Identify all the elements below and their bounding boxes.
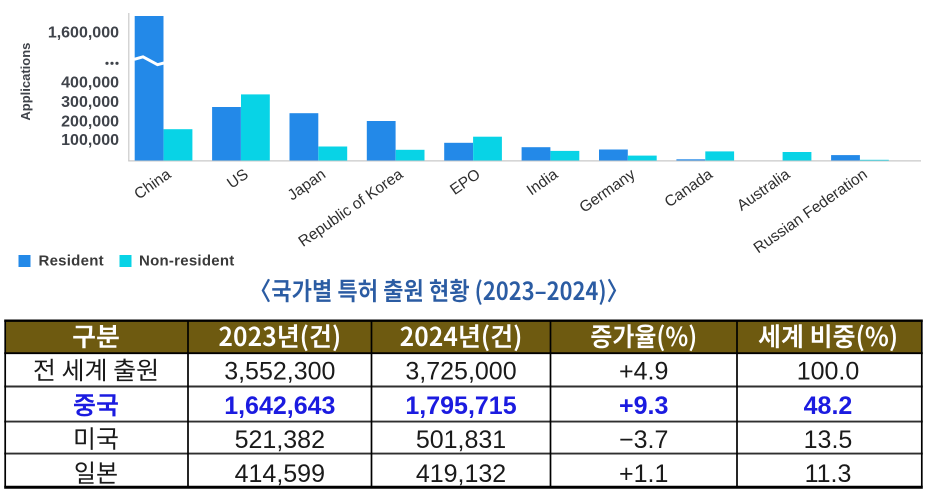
svg-text:521,382: 521,382 [235,426,325,454]
svg-text:Canada: Canada [662,166,717,211]
svg-text:−3.7: −3.7 [619,426,668,454]
svg-text:100,000: 100,000 [61,132,119,149]
svg-text:+4.9: +4.9 [619,357,668,385]
svg-text:US: US [224,166,251,192]
svg-text:48.2: 48.2 [804,392,853,420]
svg-text:3,725,000: 3,725,000 [405,357,516,385]
svg-text:Australia: Australia [734,166,793,215]
svg-text:Non-resident: Non-resident [139,253,235,270]
svg-text:200,000: 200,000 [61,113,119,130]
svg-text:Resident: Resident [39,253,104,270]
svg-text:1,795,715: 1,795,715 [405,392,516,420]
svg-text:419,132: 419,132 [416,460,506,488]
svg-text:13.5: 13.5 [804,426,853,454]
svg-text:100.0: 100.0 [797,357,860,385]
svg-text:3,552,300: 3,552,300 [224,357,335,385]
svg-text:1,600,000: 1,600,000 [48,24,119,41]
svg-text:400,000: 400,000 [61,75,119,92]
svg-text:Japan: Japan [285,166,329,204]
svg-text:1,642,643: 1,642,643 [224,392,335,420]
svg-text:China: China [131,166,174,203]
svg-text:+9.3: +9.3 [619,392,668,420]
svg-text:Applications: Applications [18,43,33,121]
svg-text:501,831: 501,831 [416,426,506,454]
svg-text:414,599: 414,599 [235,460,325,488]
svg-text:EPO: EPO [447,166,484,199]
svg-text:India: India [524,166,562,199]
svg-text:Germany: Germany [577,166,639,217]
svg-text:11.3: 11.3 [805,460,852,488]
svg-text:300,000: 300,000 [61,94,119,111]
svg-text:+1.1: +1.1 [619,460,668,488]
